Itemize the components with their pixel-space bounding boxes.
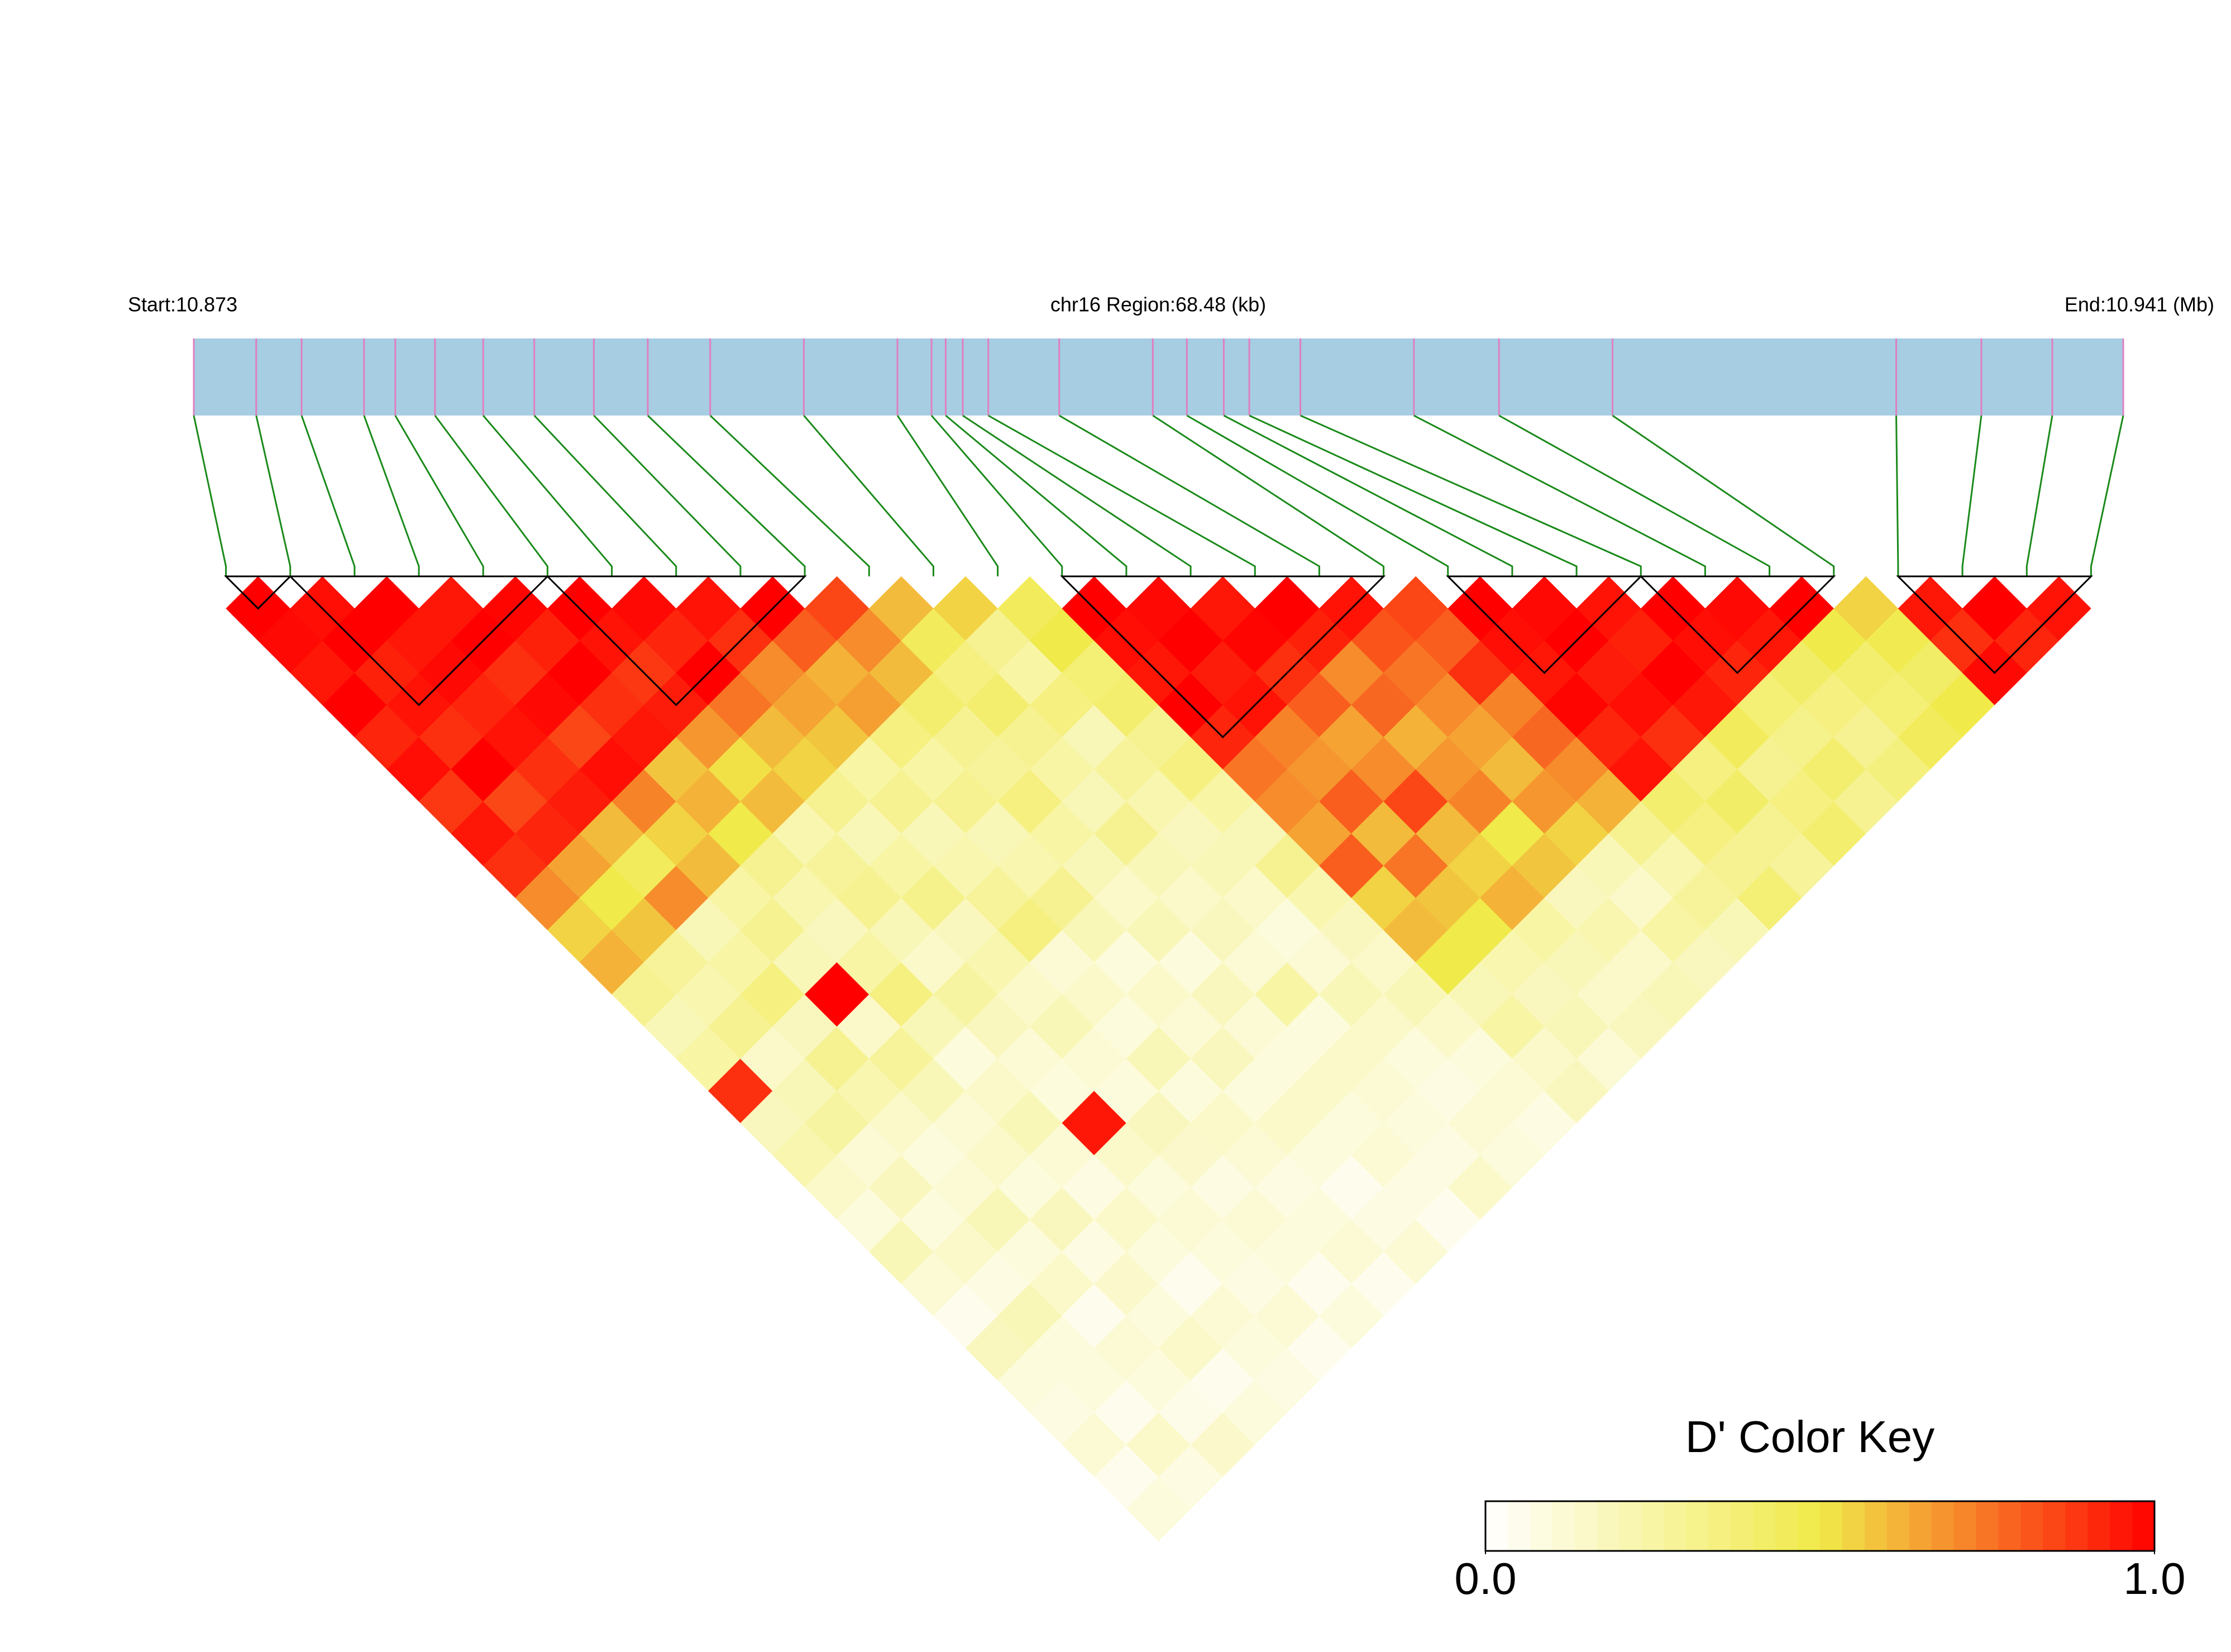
colorbar-step xyxy=(1574,1501,1598,1551)
colorbar-step xyxy=(1775,1501,1798,1551)
snp-connector xyxy=(1961,415,1982,576)
snp-connector xyxy=(647,414,806,576)
snp-connector xyxy=(1612,414,1835,576)
colorbar-step xyxy=(1798,1501,1821,1551)
snp-connector xyxy=(363,415,420,576)
colorbar-step xyxy=(1953,1501,1977,1551)
snp-connector xyxy=(434,415,548,576)
region-label: chr16 Region:68.48 (kb) xyxy=(1050,293,1266,316)
snp-connector xyxy=(255,415,292,576)
snp-connector xyxy=(803,415,934,576)
snp-connector xyxy=(1249,414,1578,576)
snp-connector xyxy=(1498,414,1771,576)
colorbar-step xyxy=(1864,1501,1888,1551)
snp-connector xyxy=(945,414,1128,576)
colorbar-step xyxy=(1909,1501,1932,1551)
colorbar-step xyxy=(1641,1501,1664,1551)
colorbar-step xyxy=(1507,1501,1531,1551)
ld-block xyxy=(1060,575,1386,739)
colorbar-tick-label: 1.0 xyxy=(2123,1554,2185,1603)
colorbar-step xyxy=(1552,1501,1575,1551)
snp-connector xyxy=(1223,414,1513,576)
colorbar-step xyxy=(1931,1501,1955,1551)
ld-block xyxy=(545,575,807,706)
colorbar-tick-label: 0.0 xyxy=(1454,1554,1516,1603)
ld-block xyxy=(1446,575,1643,674)
snp-track xyxy=(194,338,2123,416)
ld-block xyxy=(1638,575,1836,674)
snp-connector xyxy=(1058,414,1320,576)
snp-connector xyxy=(193,415,227,576)
ld-block xyxy=(223,575,293,610)
snp-connector xyxy=(482,415,613,576)
colorbar-step xyxy=(1753,1501,1776,1551)
end-label: End:10.941 (Mb) xyxy=(2065,293,2214,316)
colorbar-step xyxy=(1708,1501,1731,1551)
snp-connector xyxy=(709,414,870,576)
colorbar-step xyxy=(1998,1501,2021,1551)
snp-connector xyxy=(896,415,999,576)
snp-connector xyxy=(1895,415,1899,576)
colorbar-title: D' Color Key xyxy=(1685,1412,1935,1462)
colorbar-step xyxy=(1976,1501,1999,1551)
snp-connector xyxy=(1413,414,1706,576)
snp-connector xyxy=(930,415,1063,576)
ld-block xyxy=(288,575,550,706)
colorbar-step xyxy=(2065,1501,2088,1551)
colorbar-step xyxy=(2020,1501,2043,1551)
colorbar-step xyxy=(1686,1501,1709,1551)
colorbar-step xyxy=(1485,1501,1508,1551)
snp-connector xyxy=(2090,415,2124,576)
snp-connector xyxy=(1152,414,1385,576)
colorbar-step xyxy=(2087,1501,2110,1551)
snp-connector xyxy=(533,414,677,576)
colorbar-step xyxy=(1530,1501,1553,1551)
snp-connector xyxy=(394,415,484,576)
start-label: Start:10.873 xyxy=(128,293,237,316)
colorbar-frame xyxy=(1484,1500,2156,1552)
snp-connector xyxy=(2025,415,2053,576)
colorbar-step xyxy=(1886,1501,1910,1551)
colorbar-step xyxy=(1664,1501,1687,1551)
colorbar-step xyxy=(2132,1501,2155,1551)
colorbar-step xyxy=(1619,1501,1642,1551)
colorbar-step xyxy=(2110,1501,2133,1551)
snp-connector xyxy=(593,414,742,576)
ld-block xyxy=(1896,575,2094,674)
snp-connector xyxy=(1186,414,1449,576)
snp-connector xyxy=(962,414,1192,576)
colorbar-step xyxy=(1597,1501,1620,1551)
colorbar-step xyxy=(1842,1501,1865,1551)
snp-connector xyxy=(987,414,1256,576)
colorbar-step xyxy=(1731,1501,1754,1551)
colorbar-step xyxy=(1820,1501,1843,1551)
snp-connector xyxy=(1300,414,1642,576)
colorbar-step xyxy=(2043,1501,2066,1551)
snp-connector xyxy=(300,415,356,576)
